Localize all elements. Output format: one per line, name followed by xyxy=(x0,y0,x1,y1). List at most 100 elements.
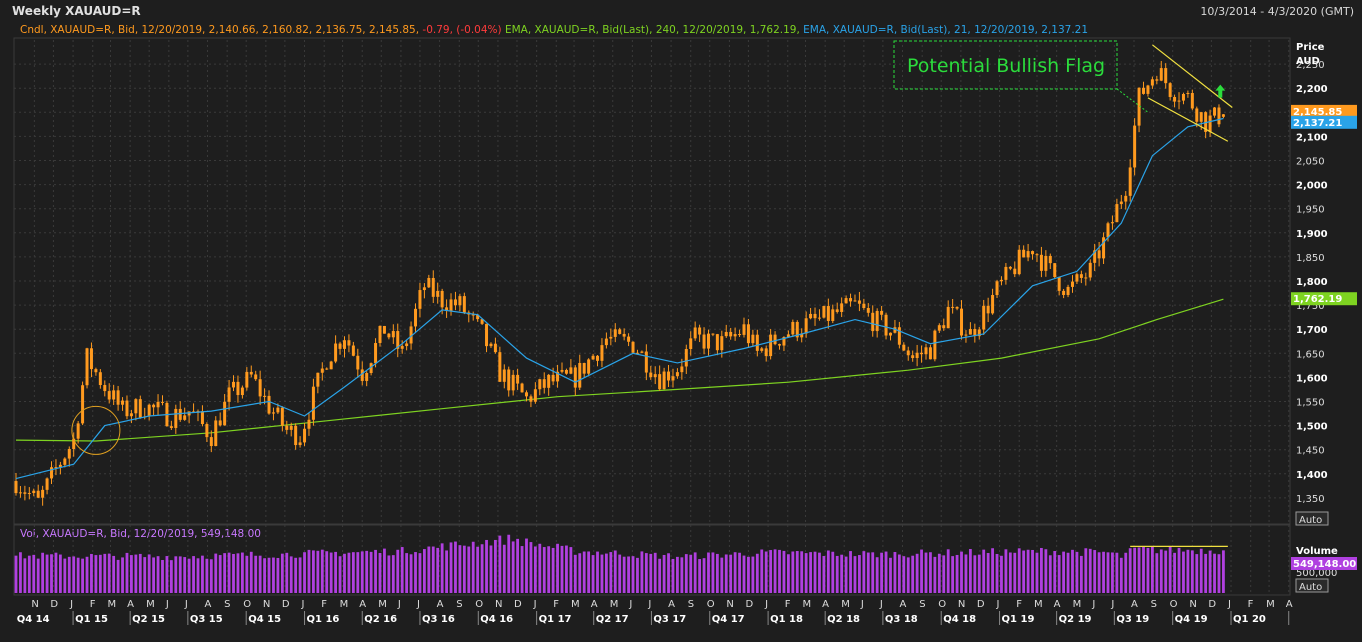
candle-body xyxy=(573,367,577,388)
volume-bar xyxy=(1079,555,1083,593)
volume-bar xyxy=(613,550,617,593)
candle-body xyxy=(1017,249,1021,275)
quarter-label: Q4 16 xyxy=(480,614,513,625)
candle-body xyxy=(658,374,662,390)
volume-bar xyxy=(1093,550,1097,593)
month-label: A xyxy=(668,599,675,610)
candle-body xyxy=(888,332,892,336)
volume-bar xyxy=(1075,551,1079,593)
ema21-line xyxy=(15,117,1224,480)
candle-body xyxy=(569,367,573,374)
volume-bar xyxy=(840,554,844,593)
volume-bar xyxy=(880,552,884,593)
volume-bar xyxy=(205,558,209,593)
quarter-label: Q1 19 xyxy=(1002,614,1035,625)
candle-body xyxy=(600,345,604,361)
candle-body xyxy=(604,338,608,346)
volume-bar xyxy=(1111,552,1114,593)
candle-body xyxy=(502,369,506,382)
month-label: N xyxy=(31,599,38,610)
month-label: A xyxy=(127,599,134,610)
volume-bar xyxy=(507,534,511,593)
volume-bar xyxy=(63,558,67,593)
volume-bar xyxy=(1186,549,1190,593)
price-tick-label: 1,400 xyxy=(1296,470,1328,481)
candle-body xyxy=(294,425,298,446)
candle-body xyxy=(977,329,981,337)
candle-body xyxy=(1022,249,1026,258)
volume-bar xyxy=(986,553,990,593)
candle-body xyxy=(1177,100,1181,102)
month-label: F xyxy=(1016,599,1022,610)
volume-bar xyxy=(378,552,382,593)
candle-body xyxy=(1142,87,1146,94)
volume-bar xyxy=(1017,548,1021,593)
volume-bar xyxy=(946,549,950,593)
candle-body xyxy=(1208,115,1212,132)
volume-bar xyxy=(54,552,58,593)
volume-bar xyxy=(671,558,675,593)
volume-bar xyxy=(280,553,284,593)
candle-body xyxy=(1057,277,1061,291)
candle-body xyxy=(1102,237,1106,259)
candle-body xyxy=(382,325,386,334)
month-label: M xyxy=(1266,599,1275,610)
volume-last-tag-text: 549,148.00 xyxy=(1293,559,1356,570)
price-tick-label: 1,800 xyxy=(1296,277,1328,288)
volume-bar xyxy=(138,553,142,593)
volume-bar xyxy=(58,554,62,593)
volume-bar xyxy=(245,555,249,593)
price-auto-button[interactable] xyxy=(1295,511,1329,526)
candle-body xyxy=(871,312,875,332)
candle-body xyxy=(18,492,22,494)
volume-bar xyxy=(644,553,648,593)
candle-body xyxy=(147,404,151,417)
month-label: J xyxy=(533,599,537,610)
volume-bar xyxy=(19,552,22,593)
candle-body xyxy=(538,379,542,390)
quarter-label: Q2 16 xyxy=(364,614,397,625)
volume-bar xyxy=(1159,549,1163,593)
candle-body xyxy=(911,355,915,359)
price-axis-title: Price xyxy=(1296,42,1325,53)
volume-bar xyxy=(223,553,227,593)
candle-body xyxy=(1084,277,1088,279)
month-label: O xyxy=(938,599,946,610)
volume-bar xyxy=(920,549,923,593)
candle-body xyxy=(1004,266,1008,280)
volume-bar xyxy=(760,549,764,593)
volume-bar xyxy=(1173,552,1176,593)
candle-body xyxy=(662,371,666,390)
candle-body xyxy=(1128,167,1132,196)
month-label: J xyxy=(301,599,305,610)
volume-bar xyxy=(724,554,728,593)
candle-body xyxy=(1035,254,1039,256)
volume-bar xyxy=(902,556,906,593)
candle-body xyxy=(902,344,906,351)
candle-body xyxy=(1199,112,1203,122)
volume-bar xyxy=(1222,550,1225,593)
candle-body xyxy=(298,442,302,446)
month-label: J xyxy=(879,599,883,610)
candle-body xyxy=(280,407,284,426)
volume-auto-button[interactable] xyxy=(1295,578,1329,593)
volume-bar xyxy=(906,557,910,593)
volume-bar xyxy=(582,551,586,593)
volume-bar xyxy=(178,556,182,593)
quarter-label: Q1 16 xyxy=(307,614,340,625)
volume-bar xyxy=(240,552,244,593)
candle-body xyxy=(773,334,777,345)
volume-bar xyxy=(201,555,204,593)
volume-bar xyxy=(134,554,138,593)
candle-body xyxy=(937,325,941,331)
candle-body xyxy=(263,395,267,397)
candle-body xyxy=(591,355,595,360)
candle-body xyxy=(1115,204,1119,223)
volume-bar xyxy=(347,552,351,593)
price-axis-unit: AUD xyxy=(1296,56,1320,67)
volume-bar xyxy=(161,560,164,593)
volume-bar xyxy=(1182,551,1185,593)
candle-body xyxy=(493,343,497,353)
annotation-connector xyxy=(1116,88,1149,113)
